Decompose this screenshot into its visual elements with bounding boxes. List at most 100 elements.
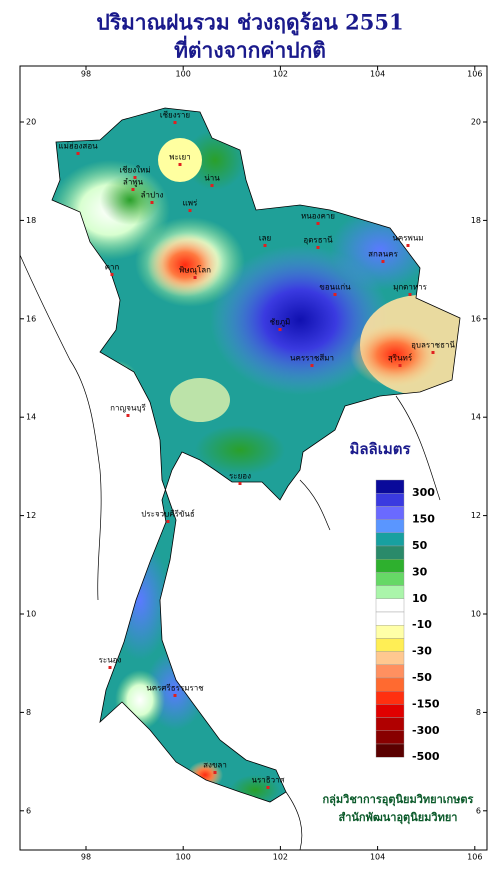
legend-swatch: [375, 559, 405, 573]
lon-label: 98: [81, 853, 91, 862]
legend-label: -30: [412, 645, 432, 658]
legend-label: -500: [412, 750, 440, 763]
legend-swatch: [375, 479, 405, 494]
province-label: พิษณุโลก: [179, 265, 211, 275]
station: [76, 152, 80, 155]
legend-swatch: [375, 691, 405, 705]
lat-label: 6: [26, 806, 31, 815]
lat-label: 20: [471, 118, 481, 127]
subtitle: ที่ต่างจากค่าปกติ: [174, 35, 326, 63]
legend-swatch: [375, 611, 405, 626]
lon-label: 100: [176, 853, 191, 862]
province-label: แพร่: [183, 199, 198, 208]
province-label: อุดรธานี: [303, 236, 333, 245]
legend-swatch: [375, 743, 405, 758]
lon-label: 106: [467, 853, 482, 862]
province-label: ชัยภูมิ: [270, 318, 291, 328]
province-label: สงขลา: [203, 761, 227, 770]
station: [408, 293, 412, 296]
province-label: เลย: [259, 234, 271, 243]
province-label: แม่ฮ่องสอน: [58, 142, 98, 151]
station: [178, 163, 182, 166]
station: [263, 244, 267, 247]
province-label: อุบลราชธานี: [411, 341, 455, 350]
lat-label: 18: [471, 216, 481, 225]
province-label: นครพนม: [392, 234, 423, 243]
legend-swatch: [375, 638, 405, 652]
legend-label: -150: [412, 697, 440, 710]
station: [381, 260, 385, 263]
legend-swatch: [375, 651, 405, 665]
province-label: สกลนคร: [368, 250, 398, 259]
legend-label: 150: [412, 513, 435, 526]
province-label: นครศรีธรรมราช: [146, 684, 204, 693]
station: [431, 351, 435, 354]
station: [316, 222, 320, 225]
province-label: ขอนแก่น: [319, 283, 351, 292]
station: [213, 771, 217, 774]
legend-swatch: [375, 506, 405, 520]
lat-label: 10: [26, 610, 36, 619]
province-label: เชียงราย: [160, 111, 190, 120]
lon-label: 104: [370, 70, 385, 79]
station: [188, 209, 192, 212]
legend-swatch: [375, 532, 405, 547]
lon-label: 102: [273, 853, 288, 862]
station: [316, 246, 320, 249]
lat-label: 6: [476, 806, 481, 815]
legend-label: 10: [412, 592, 428, 605]
legend-swatch: [375, 677, 405, 692]
station: [166, 520, 170, 523]
station: [150, 201, 154, 204]
province-label: นครราชสีมา: [290, 354, 334, 363]
legend-label: -50: [412, 671, 432, 684]
province-label: หนองคาย: [301, 212, 335, 221]
province-label: นราธิวาส: [251, 776, 284, 785]
station: [310, 364, 314, 367]
station: [406, 244, 410, 247]
legend-label: -10: [412, 618, 432, 631]
station: [333, 293, 337, 296]
lat-label: 14: [471, 413, 481, 422]
legend-label: 50: [412, 539, 428, 552]
province-label: กาญจนบุรี: [110, 404, 146, 413]
legend-swatch: [375, 664, 405, 679]
coastlines: [19, 254, 441, 851]
legend-swatch: [375, 572, 405, 586]
province-label: สุรินทร์: [388, 353, 413, 363]
station: [238, 482, 242, 485]
legend-label: 300: [412, 486, 435, 499]
lat-label: 12: [26, 511, 36, 520]
station: [210, 184, 214, 187]
province-label: ลำปาง: [141, 191, 164, 200]
province-label: ลำพูน: [123, 178, 144, 188]
station: [193, 276, 197, 279]
lon-label: 102: [273, 70, 288, 79]
station: [108, 666, 112, 669]
lat-label: 20: [26, 118, 36, 127]
province-label: มุกดาหาร: [393, 283, 428, 292]
credit-line: กลุ่มวิชาการอุตุนิยมวิทยาเกษตร: [323, 793, 474, 807]
title: ปริมาณฝนรวม ช่วงฤดูร้อน 2551: [96, 10, 403, 37]
legend-swatch: [375, 519, 405, 533]
legend-title: มิลลิเมตร: [349, 440, 411, 458]
province-label: พะเยา: [169, 153, 190, 162]
station: [131, 188, 135, 191]
station: [126, 414, 130, 417]
station: [173, 121, 177, 124]
station: [173, 694, 177, 697]
lat-label: 18: [26, 216, 36, 225]
legend-swatch: [375, 598, 405, 613]
province-label: ประจวบคีรีขันธ์: [141, 509, 195, 519]
credit-line: สำนักพัฒนาอุตุนิยมวิทยา: [339, 811, 458, 825]
lon-label: 98: [81, 70, 91, 79]
province-label: ระนอง: [99, 656, 122, 665]
legend-swatch: [375, 730, 405, 745]
station: [398, 364, 402, 367]
lat-label: 12: [471, 511, 481, 520]
lat-label: 10: [471, 610, 481, 619]
station: [278, 328, 282, 331]
province-label: ระยอง: [229, 472, 251, 481]
